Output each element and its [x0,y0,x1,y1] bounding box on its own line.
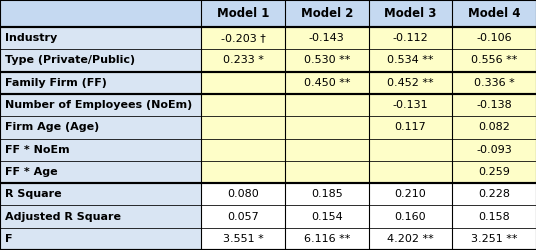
Bar [285,228,369,250]
Bar [0,228,201,250]
Bar [0,49,201,72]
Text: 6.116 **: 6.116 ** [303,234,350,244]
Bar [452,138,536,161]
Bar [452,161,536,183]
Text: 0.160: 0.160 [394,212,426,222]
Bar [452,49,536,72]
Text: 0.336 *: 0.336 * [474,78,515,88]
Bar [201,27,285,49]
Bar [201,49,285,72]
Text: 0.057: 0.057 [227,212,259,222]
Text: 3.551 *: 3.551 * [222,234,263,244]
Bar [369,161,452,183]
Text: Type (Private/Public): Type (Private/Public) [5,56,136,66]
Text: 0.534 **: 0.534 ** [387,56,434,66]
Bar [452,0,536,27]
Text: 3.251 **: 3.251 ** [471,234,517,244]
Bar [201,94,285,116]
Text: 0.080: 0.080 [227,189,259,199]
Text: Industry: Industry [5,33,57,43]
Bar [0,72,201,94]
Bar [285,0,369,27]
Bar [201,116,285,138]
Bar [369,206,452,228]
Text: 0.154: 0.154 [311,212,343,222]
Bar [369,27,452,49]
Bar [201,138,285,161]
Bar [0,183,201,206]
Text: 0.530 **: 0.530 ** [303,56,350,66]
Text: -0.131: -0.131 [393,100,428,110]
Bar [452,183,536,206]
Text: 0.452 **: 0.452 ** [387,78,434,88]
Bar [0,0,201,27]
Text: F: F [5,234,13,244]
Bar [369,0,452,27]
Bar [452,116,536,138]
Text: 4.202 **: 4.202 ** [387,234,434,244]
Bar [285,161,369,183]
Text: -0.143: -0.143 [309,33,345,43]
Bar [452,27,536,49]
Bar [201,228,285,250]
Text: Model 1: Model 1 [217,7,269,20]
Text: 0.082: 0.082 [478,122,510,132]
Text: 0.228: 0.228 [478,189,510,199]
Text: Number of Employees (NoEm): Number of Employees (NoEm) [5,100,192,110]
Bar [285,94,369,116]
Bar [0,94,201,116]
Bar [0,138,201,161]
Text: FF * Age: FF * Age [5,167,58,177]
Text: 0.556 **: 0.556 ** [471,56,517,66]
Bar [452,206,536,228]
Bar [285,27,369,49]
Bar [201,72,285,94]
Bar [0,27,201,49]
Bar [285,116,369,138]
Bar [369,94,452,116]
Text: 0.233 *: 0.233 * [222,56,264,66]
Bar [285,138,369,161]
Bar [452,72,536,94]
Bar [452,228,536,250]
Bar [369,116,452,138]
Bar [201,161,285,183]
Bar [369,183,452,206]
Bar [201,206,285,228]
Bar [369,49,452,72]
Text: -0.112: -0.112 [392,33,428,43]
Bar [285,206,369,228]
Bar [0,206,201,228]
Text: Firm Age (Age): Firm Age (Age) [5,122,100,132]
Bar [201,0,285,27]
Text: 0.259: 0.259 [478,167,510,177]
Bar [201,183,285,206]
Text: 0.117: 0.117 [394,122,426,132]
Text: 0.185: 0.185 [311,189,343,199]
Text: 0.450 **: 0.450 ** [303,78,350,88]
Text: 0.210: 0.210 [394,189,426,199]
Text: -0.203 †: -0.203 † [221,33,265,43]
Bar [285,72,369,94]
Bar [0,161,201,183]
Text: -0.093: -0.093 [477,145,512,155]
Bar [452,94,536,116]
Text: -0.138: -0.138 [477,100,512,110]
Text: Model 2: Model 2 [301,7,353,20]
Text: Model 4: Model 4 [468,7,520,20]
Bar [369,228,452,250]
Bar [369,72,452,94]
Text: Family Firm (FF): Family Firm (FF) [5,78,107,88]
Text: Model 3: Model 3 [384,7,437,20]
Bar [285,183,369,206]
Text: 0.158: 0.158 [478,212,510,222]
Text: Adjusted R Square: Adjusted R Square [5,212,121,222]
Bar [0,116,201,138]
Text: R Square: R Square [5,189,62,199]
Text: -0.106: -0.106 [477,33,512,43]
Bar [285,49,369,72]
Bar [369,138,452,161]
Text: FF * NoEm: FF * NoEm [5,145,70,155]
